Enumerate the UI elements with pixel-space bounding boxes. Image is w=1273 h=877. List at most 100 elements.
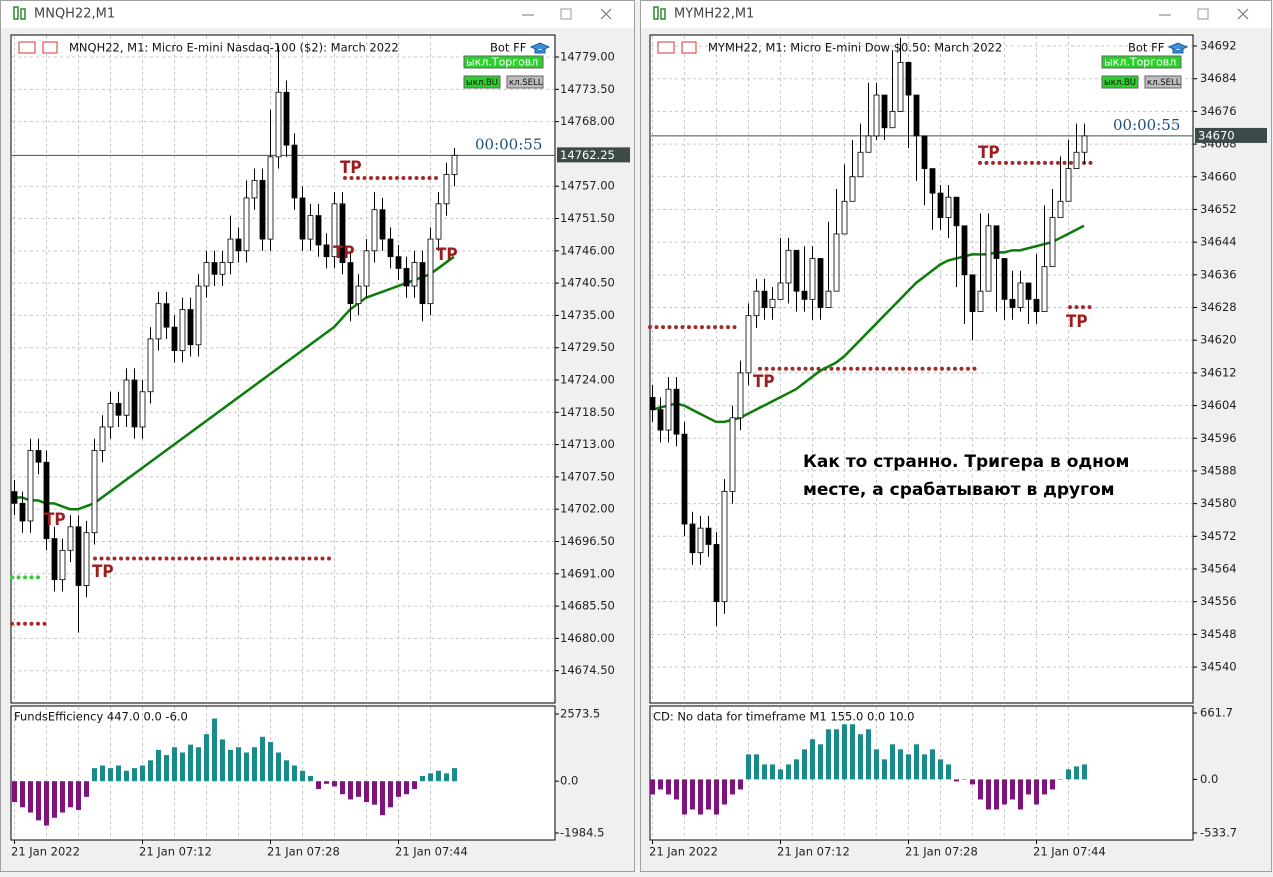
toggle-button[interactable]: [463, 55, 544, 69]
maximize-button[interactable]: [1197, 8, 1209, 20]
indicator-bar: [132, 768, 137, 782]
indicator-bar: [356, 781, 361, 797]
toggle-button[interactable]: [506, 75, 544, 89]
toggle-label[interactable]: ыкл.Торговл: [466, 56, 538, 69]
indicator-tick-label: -1984.5: [560, 826, 604, 840]
x-tick-label: 21 Jan 07:44: [1033, 845, 1106, 859]
indicator-bar: [156, 749, 161, 782]
candle-body: [697, 527, 704, 554]
indicator-bar: [180, 752, 185, 782]
y-tick-label: 34620: [1200, 333, 1237, 347]
toggle-button[interactable]: [463, 75, 501, 89]
candle-body: [411, 262, 418, 287]
candle-body: [721, 490, 728, 603]
y-tick-label: 14713.00: [560, 437, 615, 451]
indicator-bar: [1050, 779, 1055, 790]
toggle-label[interactable]: ыкл.BU: [466, 78, 498, 88]
candle-body: [211, 262, 218, 275]
candle-body: [195, 285, 202, 346]
close-button[interactable]: [600, 8, 612, 20]
x-tick-label: 21 Jan 2022: [649, 845, 718, 859]
x-tick-label: 21 Jan 07:28: [905, 845, 978, 859]
indicator-bar: [348, 781, 353, 800]
y-tick-label: 34572: [1200, 529, 1237, 543]
candle-body: [657, 409, 664, 431]
toggle-label[interactable]: кл.SELL: [1147, 78, 1181, 88]
indicator-bar: [300, 770, 305, 782]
indicator-bar: [436, 770, 441, 782]
candle-body: [131, 379, 138, 428]
candle-body: [259, 179, 266, 240]
candle-body: [251, 179, 258, 199]
indicator-bar: [196, 747, 201, 782]
candle-body: [737, 372, 744, 419]
indicator-bar: [762, 764, 767, 780]
candle-body: [355, 285, 362, 305]
indicator-bar: [140, 765, 145, 782]
indicator-bar: [938, 759, 943, 780]
toggle-label[interactable]: ыкл.Торговл: [1104, 56, 1176, 69]
indicator-bar: [818, 744, 823, 780]
candle-body: [769, 298, 776, 308]
y-tick-label: 14691.00: [560, 566, 615, 580]
indicator-bar: [650, 779, 655, 795]
candle-body: [897, 61, 904, 112]
indicator-tick-label: 0.0: [1200, 772, 1218, 786]
close-button[interactable]: [1237, 8, 1249, 20]
y-tick-label: 14740.50: [560, 276, 615, 290]
bot-label: Bot FF: [1128, 41, 1164, 55]
candle-body: [689, 523, 696, 554]
moving-average: [651, 224, 1085, 424]
y-tick-label: 34588: [1200, 463, 1237, 477]
toggle-button[interactable]: [1101, 75, 1139, 89]
indicator-bar: [1034, 779, 1039, 805]
indicator-bar: [922, 754, 927, 780]
toggle-label[interactable]: ыкл.BU: [1104, 78, 1136, 88]
candle-body: [761, 290, 768, 308]
indicator-bar: [332, 781, 337, 787]
y-tick-label: 34628: [1200, 300, 1237, 314]
candle-body: [849, 176, 856, 202]
x-tick-label: 21 Jan 07:12: [777, 845, 850, 859]
candle-body: [171, 326, 178, 352]
y-tick-label: 34556: [1200, 594, 1237, 608]
y-tick-label: 14746.00: [560, 243, 615, 257]
candle-body: [977, 290, 984, 312]
toggle-label[interactable]: кл.SELL: [509, 78, 543, 88]
y-tick-label: 34636: [1200, 267, 1237, 281]
candle-body: [937, 192, 944, 219]
countdown: 00:00:55: [475, 135, 542, 153]
indicator-bar: [690, 779, 695, 810]
indicator-bar: [92, 768, 97, 782]
candle-body: [873, 94, 880, 137]
candle-body: [833, 233, 840, 292]
indicator-bar: [754, 754, 759, 780]
candle-body: [59, 549, 66, 581]
candle-body: [155, 303, 162, 340]
indicator-bar: [204, 734, 209, 782]
indicator-bar: [882, 759, 887, 780]
indicator-tick-label: -533.7: [1200, 825, 1237, 839]
chart-icon: [681, 41, 697, 54]
plot-area: [10, 34, 556, 704]
maximize-button[interactable]: [560, 8, 572, 20]
indicator-bar: [730, 779, 735, 795]
candle-body: [921, 135, 928, 169]
tp-label: TP: [436, 245, 458, 265]
toggle-button[interactable]: [1144, 75, 1182, 89]
indicator-bar: [12, 781, 17, 803]
indicator-bar: [36, 781, 41, 821]
indicator-bar: [890, 744, 895, 780]
y-tick-label: 14735.00: [560, 308, 615, 322]
indicator-bar: [1082, 764, 1087, 780]
y-tick-label: 34612: [1200, 365, 1237, 379]
chart-window: MNQH22,M1 14779.00 14773.50 14768.00 14757.0…: [0, 0, 635, 872]
candle-body: [1081, 135, 1088, 153]
candle-body: [913, 94, 920, 137]
window-icon: [653, 6, 659, 20]
candle-body: [801, 290, 808, 300]
toggle-button[interactable]: [1101, 55, 1182, 69]
candle-body: [27, 450, 34, 522]
